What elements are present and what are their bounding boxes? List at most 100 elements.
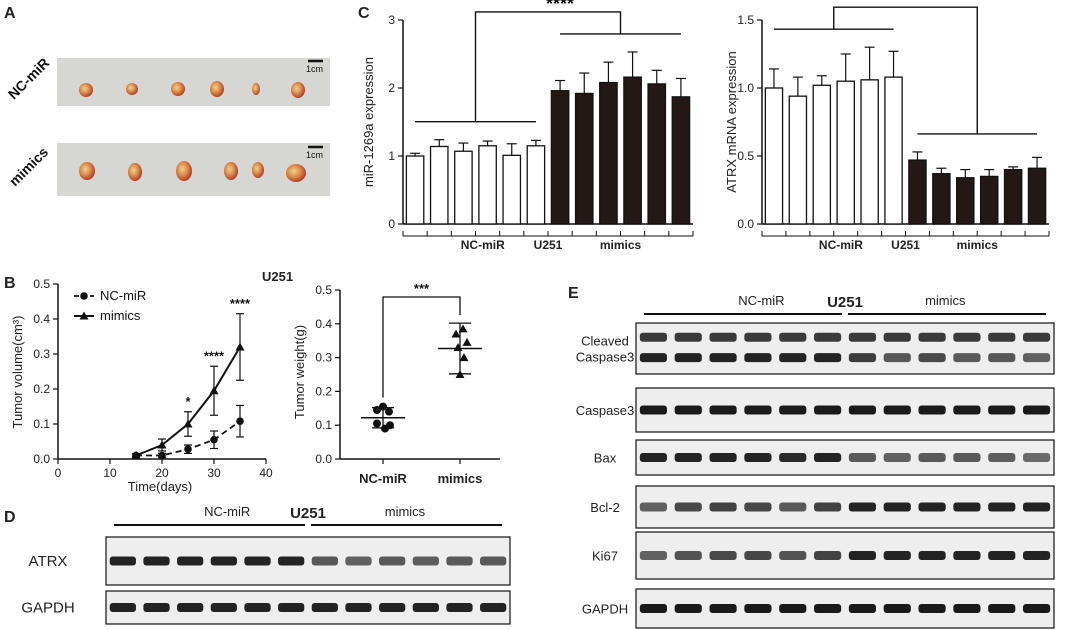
data-point (158, 451, 166, 460)
group-label: NC-miR (738, 293, 784, 308)
blot-band (639, 453, 668, 462)
blot-band (639, 551, 668, 560)
x-tick-label: 10 (103, 466, 117, 480)
blot-band (674, 405, 702, 415)
y-tick-label: 0.5 (737, 149, 754, 163)
cell-line-label: U251 (290, 505, 326, 522)
y-tick-label: 0.3 (315, 351, 332, 365)
blot-band (1022, 353, 1051, 363)
y-tick-label: 0.0 (315, 452, 332, 466)
blot-band (412, 556, 439, 566)
blot-frame (635, 588, 1055, 629)
data-point (210, 435, 218, 444)
data-point (131, 451, 141, 459)
bar (979, 175, 999, 225)
y-tick-label: 0.0 (33, 452, 50, 466)
blot-band (813, 502, 842, 512)
blot-band (278, 603, 305, 612)
x-axis-label: Time(days) (128, 479, 193, 494)
x-tick-label: NC-miR (359, 471, 407, 486)
blot-band (744, 604, 772, 613)
panel-label-c: C (358, 5, 370, 22)
blot-band (674, 502, 702, 512)
blot-band (210, 556, 237, 566)
blot-frame (635, 485, 1055, 529)
tumor (224, 162, 238, 180)
legend-label: mimics (100, 308, 141, 323)
bar (574, 92, 594, 225)
group-label: NC-miR (461, 238, 505, 252)
bar (1003, 168, 1023, 225)
blot-row-label: Bax (594, 451, 617, 466)
blot-band (848, 405, 877, 415)
row-label-mimics: mimics (6, 144, 52, 190)
blot-band (674, 453, 702, 462)
data-point (235, 342, 245, 351)
blot-band (311, 556, 338, 566)
scale-label-1: 1cm (306, 64, 323, 74)
cell-line-label: U251 (534, 238, 563, 252)
bar (836, 80, 855, 225)
blot-band (744, 332, 772, 342)
panel-b-left-line-chart: 0.0 0.1 0.2 0.3 0.4 0.5 0 10 20 30 40 Time(days) Tum… (10, 269, 293, 494)
row-label-ncmir: NC-miR (5, 55, 53, 103)
y-tick-label: 3 (388, 13, 395, 27)
blot-band (744, 502, 772, 512)
tumor (252, 83, 260, 95)
blot-band (779, 405, 807, 415)
blot-band (988, 332, 1016, 342)
blot-band (1022, 453, 1051, 462)
blot-band (345, 603, 372, 612)
bar (405, 155, 425, 225)
significance-label: **** (230, 296, 251, 311)
bar (671, 96, 691, 225)
blot-band (779, 502, 807, 512)
bar (1027, 167, 1047, 225)
tumor (79, 162, 95, 180)
blot-frame (635, 531, 1055, 580)
blot-band (848, 551, 877, 560)
significance-bracket (474, 11, 622, 122)
legend-marker (80, 292, 88, 300)
data-point (373, 419, 381, 428)
blot-band (988, 405, 1016, 415)
y-tick-label: 0 (388, 217, 395, 231)
tumor (210, 81, 224, 97)
blot-band (848, 332, 877, 342)
blot-band (709, 551, 737, 560)
blot-band (1022, 502, 1051, 512)
blot-band (988, 453, 1016, 462)
blot-band (988, 604, 1016, 613)
blot-band (883, 604, 911, 613)
tumor (291, 82, 305, 98)
tumor (171, 82, 185, 96)
blot-band (953, 604, 981, 613)
blot-band (109, 556, 136, 566)
y-tick-label: 0.5 (315, 283, 332, 297)
bar (932, 173, 951, 225)
blot-band (709, 502, 737, 512)
tumor (126, 83, 138, 95)
blot-band (709, 453, 737, 462)
blot-row-label: Ki67 (592, 549, 618, 564)
bar (860, 79, 879, 225)
blot-band (953, 453, 981, 462)
blot-band (639, 332, 668, 342)
data-point (184, 445, 192, 454)
blot-band (918, 551, 946, 560)
blot-band (709, 604, 737, 613)
significance-label: **** (903, 0, 931, 9)
blot-band (674, 332, 702, 342)
significance-label: *** (414, 281, 430, 296)
data-point (157, 440, 167, 449)
blot-band (412, 603, 439, 612)
blot-row-label: ATRX (29, 553, 68, 570)
y-tick-label: 0.2 (33, 382, 50, 396)
blot-band (779, 332, 807, 342)
blot-band (210, 603, 237, 612)
blot-band (639, 405, 668, 415)
x-tick-label: 20 (155, 466, 169, 480)
chart-title: U251 (262, 269, 293, 284)
